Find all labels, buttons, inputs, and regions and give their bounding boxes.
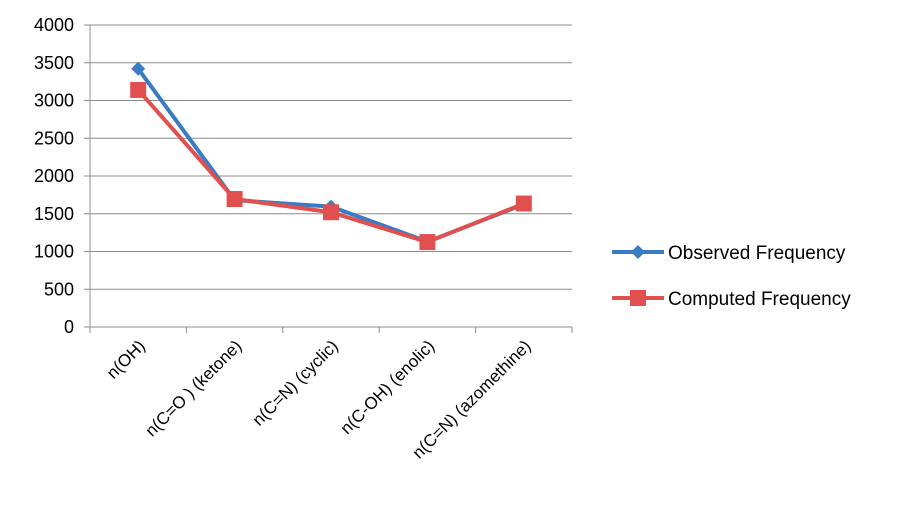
y-axis-ticks: 0 500 1000 1500 2000 2500 3000 3500 4000 <box>34 15 74 337</box>
legend-item: Observed Frequency <box>612 243 846 264</box>
x-tick-label: n(OH) <box>103 336 149 382</box>
series-observed <box>131 61 531 249</box>
x-tick-label: n(C=O ) (ketone) <box>141 336 245 440</box>
legend-marker <box>631 245 645 259</box>
axes <box>84 24 573 333</box>
legend-item: Computed Frequency <box>612 289 851 310</box>
y-tick-label: 1500 <box>34 204 74 224</box>
x-tick-label: n(C-OH) (enolic) <box>337 336 439 438</box>
data-point <box>323 204 339 221</box>
legend: Observed Frequency Computed Frequency <box>612 243 851 310</box>
gridlines <box>90 24 572 290</box>
legend-label: Computed Frequency <box>668 289 851 310</box>
data-point <box>130 81 147 98</box>
data-point <box>419 234 436 251</box>
series-computed <box>130 81 532 251</box>
legend-label: Observed Frequency <box>668 243 846 264</box>
legend-marker <box>630 290 646 306</box>
series-group <box>130 61 532 251</box>
y-tick-label: 2500 <box>34 128 74 148</box>
y-tick-label: 3500 <box>34 53 74 73</box>
data-point <box>226 191 243 208</box>
y-tick-label: 500 <box>44 279 74 299</box>
data-point <box>515 195 532 212</box>
x-axis-ticks: n(OH)n(C=O ) (ketone) n(C=N) (cyclic)n(C-… <box>103 336 535 462</box>
y-tick-label: 2000 <box>34 166 74 186</box>
y-tick-label: 1000 <box>34 242 74 262</box>
y-tick-label: 4000 <box>34 15 74 35</box>
y-tick-label: 0 <box>64 317 74 337</box>
data-point <box>131 61 146 76</box>
y-tick-label: 3000 <box>34 91 74 111</box>
x-tick-label: n(C=N) (cyclic) <box>249 336 342 429</box>
